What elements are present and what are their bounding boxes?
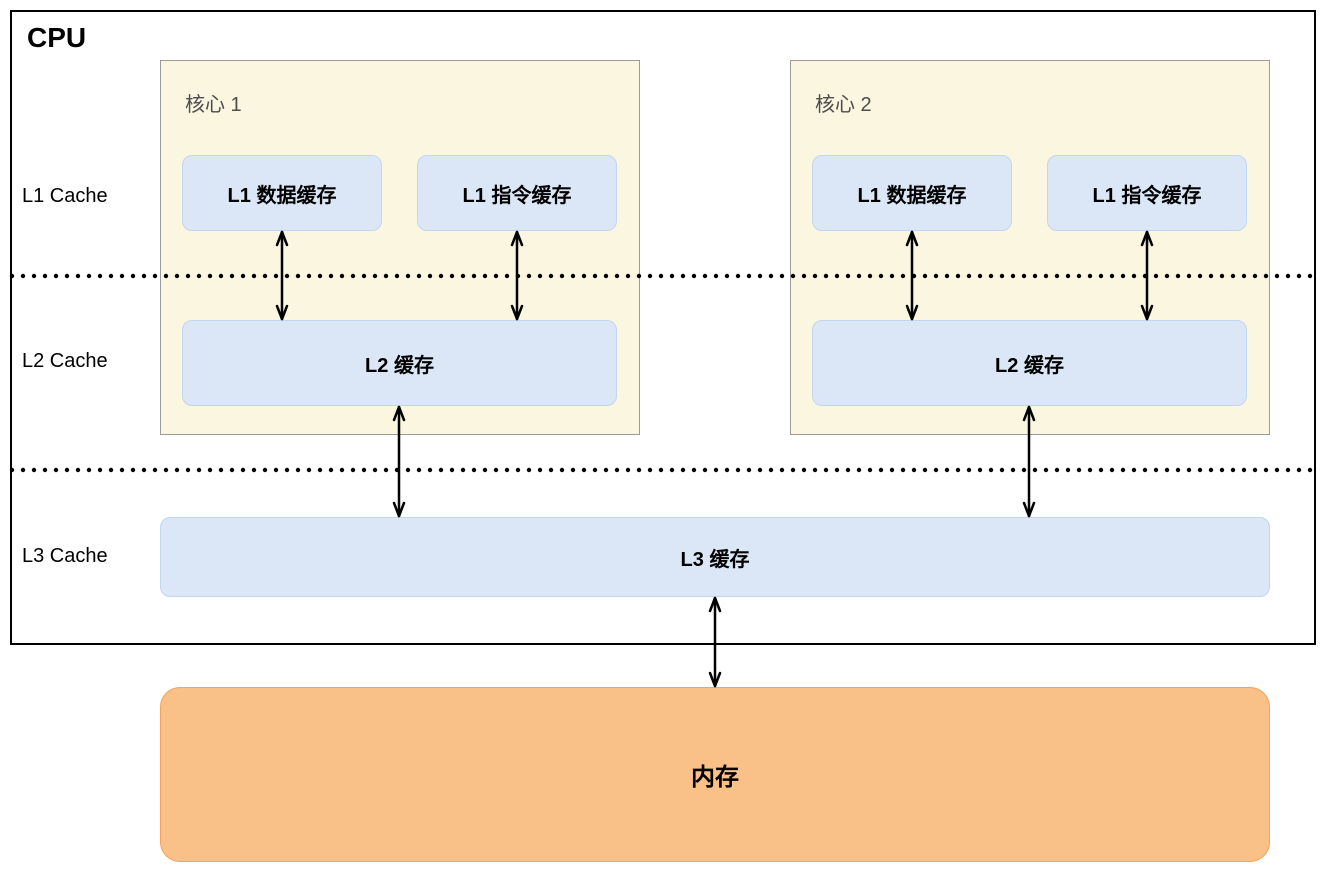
core-2-l1-inst-cache: L1 指令缓存 <box>1047 155 1247 231</box>
l3-cache-text: L3 缓存 <box>681 543 750 572</box>
l1-cache-label: L1 Cache <box>22 185 108 208</box>
memory-box: 内存 <box>160 687 1270 862</box>
core-1-label: 核心 1 <box>185 88 242 117</box>
core-2-l2-cache: L2 缓存 <box>812 320 1247 406</box>
l3-cache-box: L3 缓存 <box>160 517 1270 597</box>
l3-cache-label: L3 Cache <box>22 545 108 568</box>
core-1-l2-cache-text: L2 缓存 <box>365 349 434 378</box>
cpu-title: CPU <box>27 22 86 54</box>
core-1-l1-data-cache-text: L1 数据缓存 <box>228 179 337 208</box>
core-2-l1-data-cache: L1 数据缓存 <box>812 155 1012 231</box>
memory-text: 内存 <box>691 757 739 792</box>
core-1-l1-data-cache: L1 数据缓存 <box>182 155 382 231</box>
l2-cache-label: L2 Cache <box>22 350 108 373</box>
core-1-l1-inst-cache: L1 指令缓存 <box>417 155 617 231</box>
core-2-l2-cache-text: L2 缓存 <box>995 349 1064 378</box>
core-1-l1-inst-cache-text: L1 指令缓存 <box>463 179 572 208</box>
core-2-l1-data-cache-text: L1 数据缓存 <box>858 179 967 208</box>
core-1-l2-cache: L2 缓存 <box>182 320 617 406</box>
core-2-label: 核心 2 <box>815 88 872 117</box>
core-2-l1-inst-cache-text: L1 指令缓存 <box>1093 179 1202 208</box>
